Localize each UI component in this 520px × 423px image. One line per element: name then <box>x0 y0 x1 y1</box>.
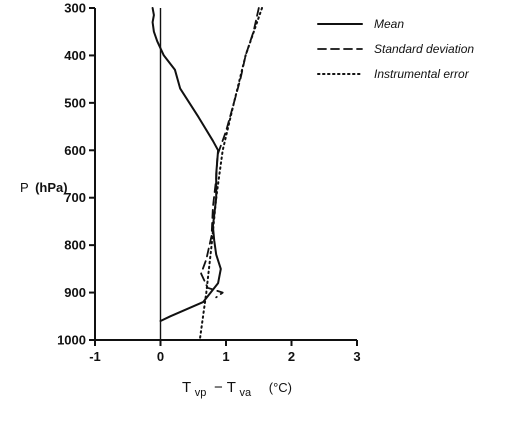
x-axis-label-sub1: vp <box>195 387 207 399</box>
legend-label-mean: Mean <box>374 17 404 31</box>
y-tick-label: 500 <box>64 95 86 110</box>
y-ticks: 300 400 500 600 700 800 900 1000 <box>57 1 95 348</box>
series-line-mean <box>151 7 222 322</box>
x-tick-label: 1 <box>222 349 229 364</box>
y-tick-label: 400 <box>64 48 86 63</box>
legend: Mean Standard deviation Instrumental error <box>317 17 474 81</box>
y-tick-label: 700 <box>64 190 86 205</box>
x-axis-label-mid: − T <box>214 379 236 396</box>
x-tick-label: 3 <box>353 349 360 364</box>
x-tick-label: 0 <box>157 349 164 364</box>
axes <box>94 8 357 341</box>
x-axis-label-main: T <box>182 379 191 396</box>
series-line-standard-deviation <box>200 7 260 299</box>
y-tick-label: 800 <box>64 238 86 253</box>
y-tick-label: 600 <box>64 143 86 158</box>
x-ticks: -1 0 1 2 3 <box>89 340 361 364</box>
legend-label-instrumental-error: Instrumental error <box>374 67 470 81</box>
series-line-instrumental-error <box>198 7 263 341</box>
y-axis-label-main: P <box>20 180 28 195</box>
y-axis-label-unit: (hPa) <box>35 180 68 195</box>
y-axis-label: P (hPa) <box>20 180 68 195</box>
x-tick-label: 2 <box>288 349 295 364</box>
y-tick-label: 300 <box>64 1 86 16</box>
x-tick-label: -1 <box>89 349 101 364</box>
y-tick-label: 900 <box>64 285 86 300</box>
x-axis-label-sub2: va <box>240 387 253 399</box>
x-axis-label-unit: (°C) <box>269 380 292 395</box>
legend-label-standard-deviation: Standard deviation <box>374 42 474 56</box>
x-axis-label: T vp − T va (°C) <box>182 379 292 399</box>
y-tick-label: 1000 <box>57 333 86 348</box>
series-layer <box>151 7 263 341</box>
